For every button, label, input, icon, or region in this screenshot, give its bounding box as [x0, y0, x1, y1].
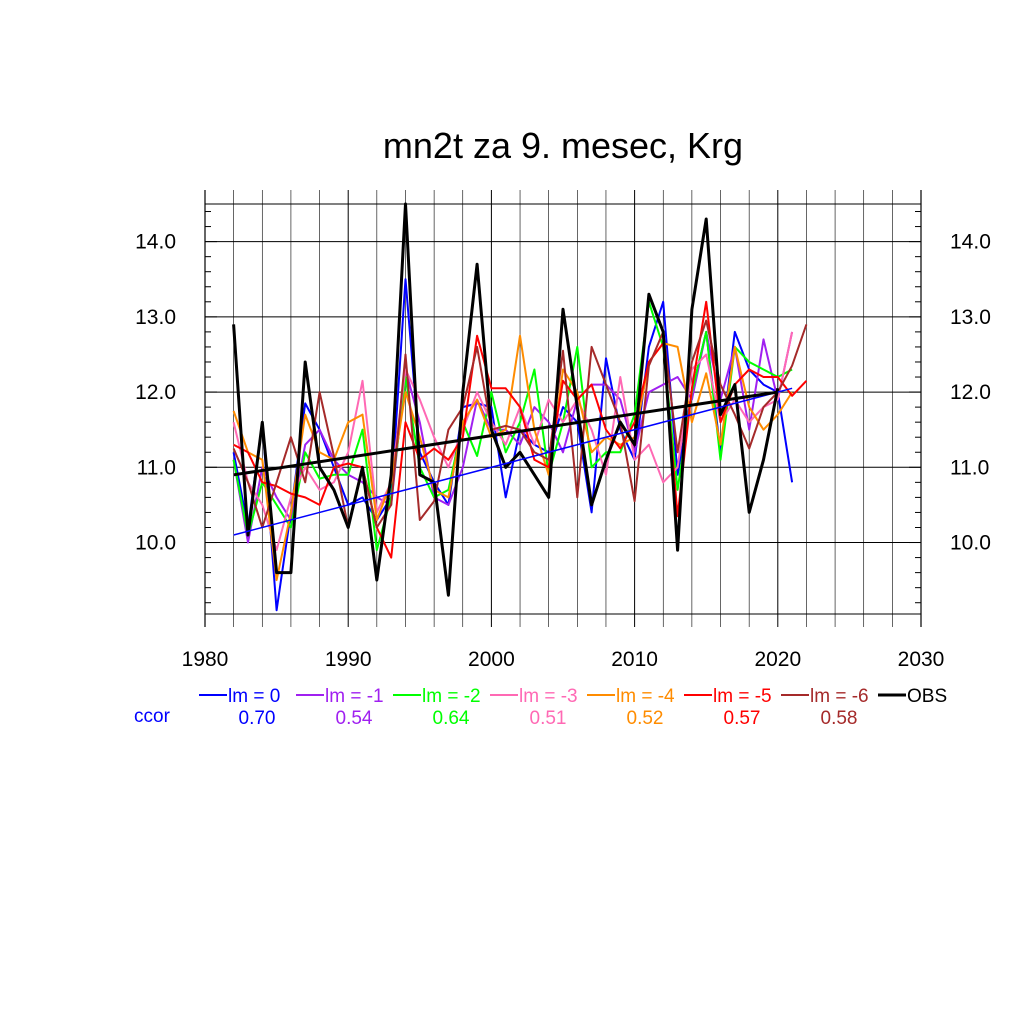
y-tick-label-right: 10.0	[950, 532, 991, 555]
x-tick-label: 1990	[325, 648, 372, 671]
legend-label: lm = -3	[519, 686, 578, 707]
ccor-value: 0.64	[433, 708, 470, 729]
legend-label: lm = -6	[810, 686, 869, 707]
x-tick-label: 2030	[898, 648, 945, 671]
series-line	[232, 202, 780, 597]
y-tick-label-left: 10.0	[135, 532, 176, 555]
series-line	[232, 334, 793, 582]
ccor-value: 0.57	[724, 708, 761, 729]
legend-label: OBS	[907, 686, 947, 707]
legend-label: lm = -1	[325, 686, 384, 707]
legend-label: lm = 0	[228, 686, 280, 707]
ccor-value: 0.58	[821, 708, 858, 729]
x-tick-label: 2020	[754, 648, 801, 671]
x-tick-label: 2000	[468, 648, 515, 671]
ccor-value: 0.52	[627, 708, 664, 729]
y-tick-label-left: 13.0	[135, 306, 176, 329]
plot-axes: 10.0 10.0 11.0 11.0 12.0 12.0 13.0 13.0 14.0 14.0…	[135, 211, 991, 671]
y-tick-label-right: 13.0	[950, 306, 991, 329]
y-tick-label-right: 12.0	[950, 381, 991, 404]
y-tick-label-right: 11.0	[950, 456, 989, 479]
legend-label: lm = -4	[616, 686, 675, 707]
ccor-value: 0.70	[239, 708, 276, 729]
y-tick-label-right: 14.0	[950, 231, 991, 254]
legend-label: lm = -2	[422, 686, 481, 707]
x-tick-label: 1980	[182, 648, 229, 671]
ccor-label: ccor	[134, 706, 171, 727]
trend-line	[233, 390, 779, 477]
y-tick-label-left: 11.0	[137, 456, 176, 479]
plot-frame	[204, 190, 922, 627]
series-line	[232, 319, 808, 529]
ccor-value: 0.51	[530, 708, 567, 729]
legend-label: lm = -5	[713, 686, 772, 707]
y-tick-label-left: 12.0	[135, 381, 176, 404]
y-tick-label-left: 14.0	[135, 231, 176, 254]
trend-line	[233, 387, 793, 536]
ccor-value: 0.54	[336, 708, 373, 729]
chart-title: mn2t za 9. mesec, Krg	[383, 125, 743, 166]
plot-series	[232, 202, 808, 612]
x-tick-label: 2010	[611, 648, 658, 671]
